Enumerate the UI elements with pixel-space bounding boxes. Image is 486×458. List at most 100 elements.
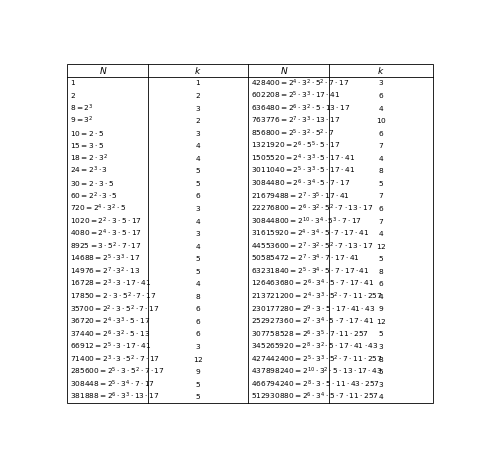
Text: $4$: $4$ [195,154,201,163]
Text: $24 = 2^3 \cdot 3$: $24 = 2^3 \cdot 3$ [70,165,108,176]
Text: $4$: $4$ [378,229,384,238]
Text: $1$: $1$ [70,78,76,87]
Text: $12$: $12$ [193,354,204,364]
Text: $18 = 2 \cdot 3^2$: $18 = 2 \cdot 3^2$ [70,153,108,164]
Text: $763776 = 2^7 \cdot 3^3 \cdot 13 \cdot 17$: $763776 = 2^7 \cdot 3^3 \cdot 13 \cdot 1… [251,115,341,126]
Text: $4$: $4$ [195,217,201,225]
Text: $3$: $3$ [195,129,201,138]
Text: $4$: $4$ [378,104,384,113]
Text: $4$: $4$ [378,292,384,301]
Text: $5$: $5$ [378,367,384,376]
Text: $66912 = 2^5 \cdot 3 \cdot 17 \cdot 41$: $66912 = 2^5 \cdot 3 \cdot 17 \cdot 41$ [70,341,151,352]
Text: $381888 = 2^6 \cdot 3^3 \cdot 13 \cdot 17$: $381888 = 2^6 \cdot 3^3 \cdot 13 \cdot 1… [70,391,159,403]
Text: $4$: $4$ [195,141,201,150]
Text: $7$: $7$ [378,191,384,201]
Text: $30844800 = 2^{10} \cdot 3^4 \cdot 5^3 \cdot 7 \cdot 17$: $30844800 = 2^{10} \cdot 3^4 \cdot 5^3 \… [251,215,362,227]
Text: $3$: $3$ [195,342,201,351]
Text: $856800 = 2^5 \cdot 3^2 \cdot 5^2 \cdot 7$: $856800 = 2^5 \cdot 3^2 \cdot 5^2 \cdot … [251,127,335,139]
Text: $437898240 = 2^{10} \cdot 3^2 \cdot 5 \cdot 13 \cdot 17 \cdot 43$: $437898240 = 2^{10} \cdot 3^2 \cdot 5 \c… [251,366,382,377]
Text: $3$: $3$ [378,342,384,351]
Text: $12$: $12$ [376,242,386,251]
Text: $4$: $4$ [378,392,384,401]
Text: $5$: $5$ [378,329,384,338]
Text: $31615920 = 2^4 \cdot 3^4 \cdot 5 \cdot 7 \cdot 17 \cdot 41$: $31615920 = 2^4 \cdot 3^4 \cdot 5 \cdot … [251,228,369,239]
Text: $5$: $5$ [195,179,201,188]
Text: $7$: $7$ [378,141,384,150]
Text: $6$: $6$ [195,191,201,201]
Text: $8$: $8$ [378,267,384,276]
Text: $602208 = 2^5 \cdot 3^3 \cdot 17 \cdot 41$: $602208 = 2^5 \cdot 3^3 \cdot 17 \cdot 4… [251,90,341,101]
Text: $6$: $6$ [195,329,201,338]
Text: $213721200 = 2^4 \cdot 3^3 \cdot 5^2 \cdot 7 \cdot 11 \cdot 257$: $213721200 = 2^4 \cdot 3^3 \cdot 5^2 \cd… [251,291,382,302]
Text: $37440 = 2^6 \cdot 3^2 \cdot 5 \cdot 13$: $37440 = 2^6 \cdot 3^2 \cdot 5 \cdot 13$ [70,328,150,340]
Text: $22276800 = 2^6 \cdot 3^2 \cdot 5^2 \cdot 7 \cdot 13 \cdot 17$: $22276800 = 2^6 \cdot 3^2 \cdot 5^2 \cdo… [251,203,373,214]
Text: $60 = 2^2 \cdot 3 \cdot 5$: $60 = 2^2 \cdot 3 \cdot 5$ [70,190,118,202]
Text: $3$: $3$ [195,229,201,238]
Text: $512930880 = 2^6 \cdot 3^4 \cdot 5 \cdot 7 \cdot 11 \cdot 257$: $512930880 = 2^6 \cdot 3^4 \cdot 5 \cdot… [251,391,379,403]
Text: $428400 = 2^4 \cdot 3^2 \cdot 5^2 \cdot 7 \cdot 17$: $428400 = 2^4 \cdot 3^2 \cdot 5^2 \cdot … [251,77,349,88]
Text: $5$: $5$ [195,392,201,401]
Text: $71400 = 2^3 \cdot 3 \cdot 5^2 \cdot 7 \cdot 17$: $71400 = 2^3 \cdot 3 \cdot 5^2 \cdot 7 \… [70,354,160,365]
Text: $14976 = 2^7 \cdot 3^2 \cdot 13$: $14976 = 2^7 \cdot 3^2 \cdot 13$ [70,266,140,277]
Text: $8$: $8$ [378,166,384,175]
Text: $14688 = 2^5 \cdot 3^3 \cdot 17$: $14688 = 2^5 \cdot 3^3 \cdot 17$ [70,253,140,264]
Text: $345265920 = 2^8 \cdot 3^2 \cdot 5 \cdot 17 \cdot 41 \cdot 43$: $345265920 = 2^8 \cdot 3^2 \cdot 5 \cdot… [251,341,379,352]
Text: $5$: $5$ [195,267,201,276]
Text: $35700 = 2^2 \cdot 3 \cdot 5^2 \cdot 7 \cdot 17$: $35700 = 2^2 \cdot 3 \cdot 5^2 \cdot 7 \… [70,303,159,315]
Text: $9$: $9$ [195,367,201,376]
Text: $8925 = 3 \cdot 5^2 \cdot 7 \cdot 17$: $8925 = 3 \cdot 5^2 \cdot 7 \cdot 17$ [70,240,142,252]
Text: $4$: $4$ [195,242,201,251]
Text: $5$: $5$ [195,380,201,389]
Text: $50585472 = 2^7 \cdot 3^4 \cdot 7 \cdot 17 \cdot 41$: $50585472 = 2^7 \cdot 3^4 \cdot 7 \cdot … [251,253,360,264]
Text: $636480 = 2^6 \cdot 3^2 \cdot 5 \cdot 13 \cdot 17$: $636480 = 2^6 \cdot 3^2 \cdot 5 \cdot 13… [251,103,350,114]
Text: $8 = 2^3$: $8 = 2^3$ [70,103,93,114]
Text: $9$: $9$ [378,305,384,313]
Text: $126463680 = 2^6 \cdot 3^4 \cdot 5 \cdot 7 \cdot 17 \cdot 41$: $126463680 = 2^6 \cdot 3^4 \cdot 5 \cdot… [251,278,375,289]
Text: $1505520 = 2^4 \cdot 3^3 \cdot 5 \cdot 17 \cdot 41$: $1505520 = 2^4 \cdot 3^3 \cdot 5 \cdot 1… [251,153,355,164]
Text: $252927360 = 2^7 \cdot 3^4 \cdot 5 \cdot 7 \cdot 17 \cdot 41$: $252927360 = 2^7 \cdot 3^4 \cdot 5 \cdot… [251,316,374,327]
Text: $4080 = 2^4 \cdot 3 \cdot 5 \cdot 17$: $4080 = 2^4 \cdot 3 \cdot 5 \cdot 17$ [70,228,142,239]
Text: $30 = 2 \cdot 3 \cdot 5$: $30 = 2 \cdot 3 \cdot 5$ [70,179,114,188]
Text: $2$: $2$ [195,116,201,125]
Text: $N$: $N$ [99,65,108,76]
Text: $2$: $2$ [70,91,76,100]
Text: $3$: $3$ [195,204,201,213]
Text: $10$: $10$ [376,116,386,125]
Text: $8$: $8$ [378,354,384,364]
Text: $427442400 = 2^5 \cdot 3^3 \cdot 5^2 \cdot 7 \cdot 11 \cdot 257$: $427442400 = 2^5 \cdot 3^3 \cdot 5^2 \cd… [251,354,382,365]
Text: $9 = 3^2$: $9 = 3^2$ [70,115,93,126]
Text: $307758528 = 2^6 \cdot 3^5 \cdot 7 \cdot 11 \cdot 257$: $307758528 = 2^6 \cdot 3^5 \cdot 7 \cdot… [251,328,369,340]
Text: $5$: $5$ [195,254,201,263]
Text: $21679488 = 2^7 \cdot 3^5 \cdot 17 \cdot 41$: $21679488 = 2^7 \cdot 3^5 \cdot 17 \cdot… [251,190,350,202]
Text: $6$: $6$ [378,204,384,213]
Text: $1$: $1$ [195,78,201,87]
Text: $N$: $N$ [280,65,289,76]
Text: $10 = 2 \cdot 5$: $10 = 2 \cdot 5$ [70,129,104,138]
Text: $k$: $k$ [377,65,385,76]
Text: $17850 = 2 \cdot 3 \cdot 5^2 \cdot 7 \cdot 17$: $17850 = 2 \cdot 3 \cdot 5^2 \cdot 7 \cd… [70,291,156,302]
Text: $36720 = 2^4 \cdot 3^3 \cdot 5 \cdot 17$: $36720 = 2^4 \cdot 3^3 \cdot 5 \cdot 17$ [70,316,150,327]
Text: $63231840 = 2^5 \cdot 3^4 \cdot 5 \cdot 7 \cdot 17 \cdot 41$: $63231840 = 2^5 \cdot 3^4 \cdot 5 \cdot … [251,266,370,277]
Text: $3$: $3$ [378,380,384,389]
Text: $5$: $5$ [195,166,201,175]
Text: $12$: $12$ [376,317,386,326]
Text: $3$: $3$ [195,104,201,113]
Text: $5$: $5$ [378,179,384,188]
Text: $6$: $6$ [195,305,201,313]
Text: $5$: $5$ [378,254,384,263]
Text: $4$: $4$ [195,279,201,288]
Text: $720 = 2^4 \cdot 3^2 \cdot 5$: $720 = 2^4 \cdot 3^2 \cdot 5$ [70,203,126,214]
Text: $7$: $7$ [378,217,384,225]
Text: $3$: $3$ [378,78,384,87]
Text: $k$: $k$ [194,65,202,76]
Text: $3011040 = 2^5 \cdot 3^3 \cdot 5 \cdot 17 \cdot 41$: $3011040 = 2^5 \cdot 3^3 \cdot 5 \cdot 1… [251,165,355,176]
Text: $16728 = 2^3 \cdot 3 \cdot 17 \cdot 41$: $16728 = 2^3 \cdot 3 \cdot 17 \cdot 41$ [70,278,151,289]
Text: $466794240 = 2^8 \cdot 3 \cdot 5 \cdot 11 \cdot 43 \cdot 257$: $466794240 = 2^8 \cdot 3 \cdot 5 \cdot 1… [251,378,380,390]
Text: $285600 = 2^5 \cdot 3 \cdot 5^2 \cdot 7 \cdot 17$: $285600 = 2^5 \cdot 3 \cdot 5^2 \cdot 7 … [70,366,165,377]
Text: $6$: $6$ [195,317,201,326]
Text: $1321920 = 2^6 \cdot 5^5 \cdot 5 \cdot 17$: $1321920 = 2^6 \cdot 5^5 \cdot 5 \cdot 1… [251,140,341,151]
Text: $1020 = 2^2 \cdot 3 \cdot 5 \cdot 17$: $1020 = 2^2 \cdot 3 \cdot 5 \cdot 17$ [70,215,142,227]
Text: $6$: $6$ [378,279,384,288]
Text: $44553600 = 2^7 \cdot 3^2 \cdot 5^2 \cdot 7 \cdot 13 \cdot 17$: $44553600 = 2^7 \cdot 3^2 \cdot 5^2 \cdo… [251,240,373,252]
Text: $2$: $2$ [195,91,201,100]
